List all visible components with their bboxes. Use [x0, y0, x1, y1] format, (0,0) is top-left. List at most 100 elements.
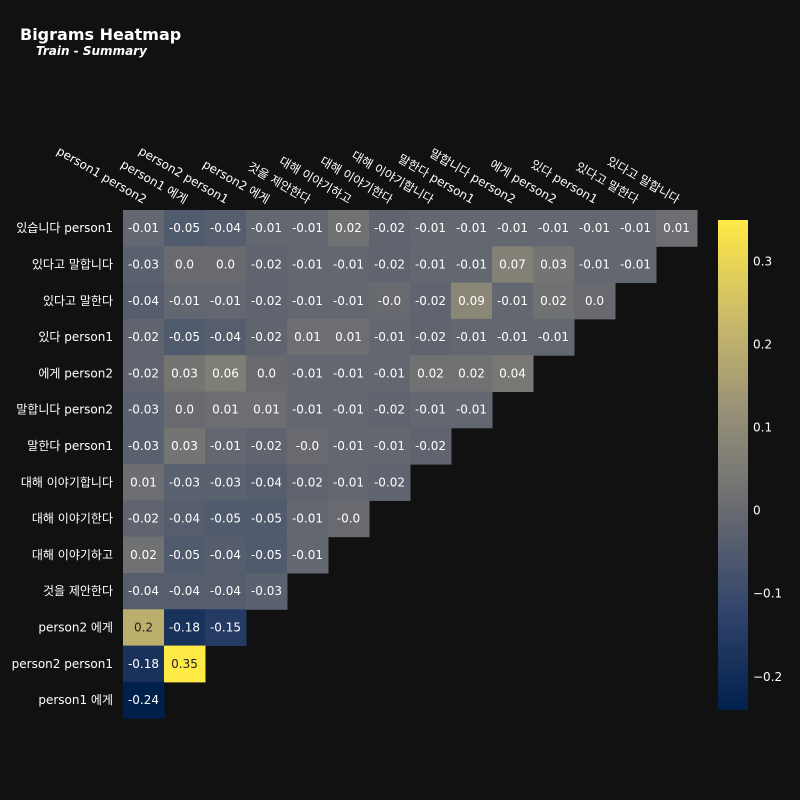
- y-tick-label: 말합니다 person2: [16, 403, 113, 417]
- cell-value-label: -0.02: [251, 330, 282, 344]
- cell-value-label: -0.01: [415, 257, 446, 271]
- cell-value-label: -0.04: [210, 548, 241, 562]
- heatmap-cell: [123, 681, 165, 719]
- cell-value-label: -0.02: [251, 294, 282, 308]
- heatmap-cell: [205, 318, 247, 356]
- heatmap-cell: [369, 427, 411, 465]
- cell-value-label: -0.01: [292, 294, 323, 308]
- heatmap-cell: [369, 282, 411, 320]
- cell-value-label: -0.02: [415, 330, 446, 344]
- heatmap-cell: [205, 282, 247, 320]
- cell-value-label: -0.04: [210, 584, 241, 598]
- heatmap-cell: [451, 210, 493, 247]
- cell-value-label: 0.02: [335, 221, 362, 235]
- cell-value-label: 0.02: [540, 294, 567, 308]
- cell-value-label: 0.0: [257, 366, 276, 380]
- cell-labels: -0.01 -0.05 -0.04 -0.01 -0.01 0.02 -0.02 -0.01-…: [128, 221, 690, 707]
- heatmap-cell: [287, 427, 329, 465]
- heatmap-cell: [205, 536, 247, 574]
- heatmap-cell: [451, 318, 493, 356]
- cell-value-label: 0.03: [171, 439, 198, 453]
- cell-value-label: -0.04: [169, 512, 200, 526]
- cell-value-label: -0.15: [210, 620, 241, 634]
- heatmap-cell: [123, 282, 165, 320]
- cell-value-label: -0.03: [128, 439, 159, 453]
- heatmap-cell: [656, 210, 698, 247]
- heatmap-cell: [164, 210, 206, 247]
- heatmap-cell: [164, 536, 206, 574]
- chart-subtitle: Train - Summary: [36, 44, 148, 58]
- heatmap-cell: [410, 391, 452, 429]
- cell-value-label: 0.0: [175, 257, 194, 271]
- heatmap-cell: [287, 246, 329, 284]
- heatmap-cell: [287, 282, 329, 320]
- cell-value-label: -0.05: [251, 548, 282, 562]
- cell-value-label: -0.01: [497, 330, 528, 344]
- heatmap-cell: [164, 573, 206, 610]
- colorbar-tick-label: −0.1: [753, 587, 782, 601]
- heatmap-cell: [328, 210, 370, 247]
- cell-value-label: -0.05: [210, 512, 241, 526]
- heatmap-cell: [328, 464, 370, 501]
- heatmap-cell: [164, 500, 206, 538]
- heatmap-cell: [246, 210, 288, 247]
- heatmap-cell: [533, 246, 575, 284]
- heatmap-cell: [328, 427, 370, 465]
- heatmap-cell: [574, 246, 616, 284]
- y-tick-label: 대해 이야기합니다: [21, 475, 113, 489]
- colorbar-tick-label: −0.2: [753, 670, 782, 684]
- heatmap-cell: [369, 355, 411, 392]
- cell-value-label: 0.02: [458, 366, 485, 380]
- heatmap-cell: [205, 355, 247, 392]
- cell-value-label: 0.02: [417, 366, 444, 380]
- cell-value-label: -0.01: [292, 403, 323, 417]
- heatmap-cell: [287, 391, 329, 429]
- heatmap-cell: [164, 645, 206, 683]
- cell-value-label: -0.01: [456, 221, 487, 235]
- y-tick-label: 대해 이야기하고: [32, 548, 113, 562]
- heatmap-cell: [164, 282, 206, 320]
- cell-value-label: -0.04: [210, 330, 241, 344]
- heatmap-cell: [205, 391, 247, 429]
- y-tick-label: 것을 제안한다: [43, 584, 113, 598]
- cell-value-label: -0.02: [374, 221, 405, 235]
- cell-value-label: 0.04: [499, 366, 526, 380]
- y-tick-label: 대해 이야기한다: [32, 512, 113, 526]
- heatmap-cell: [205, 573, 247, 610]
- heatmap-cell: [246, 355, 288, 392]
- heatmap-cell: [164, 427, 206, 465]
- cell-value-label: -0.02: [374, 475, 405, 489]
- cell-value-label: -0.01: [374, 439, 405, 453]
- heatmap-cell: [369, 464, 411, 501]
- heatmap-cell: [410, 355, 452, 392]
- cell-value-label: 0.03: [540, 257, 567, 271]
- y-tick-label: person2 person1: [12, 657, 113, 671]
- heatmap-cell: [164, 246, 206, 284]
- cell-value-label: -0.01: [292, 512, 323, 526]
- heatmap-cell: [164, 391, 206, 429]
- cell-value-label: 0.06: [212, 366, 239, 380]
- chart-title: Bigrams Heatmap: [20, 25, 181, 44]
- colorbar-tick-label: 0.2: [753, 338, 772, 352]
- heatmap-cell: [451, 282, 493, 320]
- heatmap-cell: [205, 210, 247, 247]
- y-tick-label: 있다고 말합니다: [32, 257, 113, 271]
- cell-value-label: 0.01: [212, 403, 239, 417]
- cell-value-label: -0.01: [497, 294, 528, 308]
- heatmap-cell: [287, 210, 329, 247]
- cell-value-label: 0.0: [585, 294, 604, 308]
- cell-value-label: 0.35: [171, 657, 198, 671]
- heatmap-cell: [492, 246, 534, 284]
- heatmap-cell: [205, 500, 247, 538]
- heatmap-cell: [123, 210, 165, 247]
- cell-value-label: -0.0: [296, 439, 319, 453]
- heatmap-cell: [328, 282, 370, 320]
- y-tick-label: 있다 person1: [38, 330, 113, 344]
- cell-value-label: -0.01: [374, 366, 405, 380]
- y-tick-label: person1 에게: [38, 693, 113, 707]
- colorbar-gradient: [718, 220, 748, 710]
- cell-value-label: -0.02: [251, 257, 282, 271]
- heatmap-cell: [205, 609, 247, 647]
- cell-value-label: -0.18: [128, 657, 159, 671]
